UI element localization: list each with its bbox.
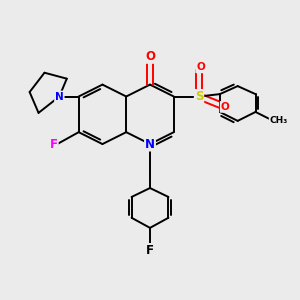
Text: S: S [195,90,203,103]
Text: N: N [55,92,64,101]
Text: O: O [196,62,205,72]
Text: F: F [146,244,154,257]
Text: O: O [145,50,155,63]
Text: O: O [220,102,229,112]
Text: N: N [145,138,155,151]
Text: CH₃: CH₃ [270,116,288,125]
Text: F: F [50,138,58,151]
